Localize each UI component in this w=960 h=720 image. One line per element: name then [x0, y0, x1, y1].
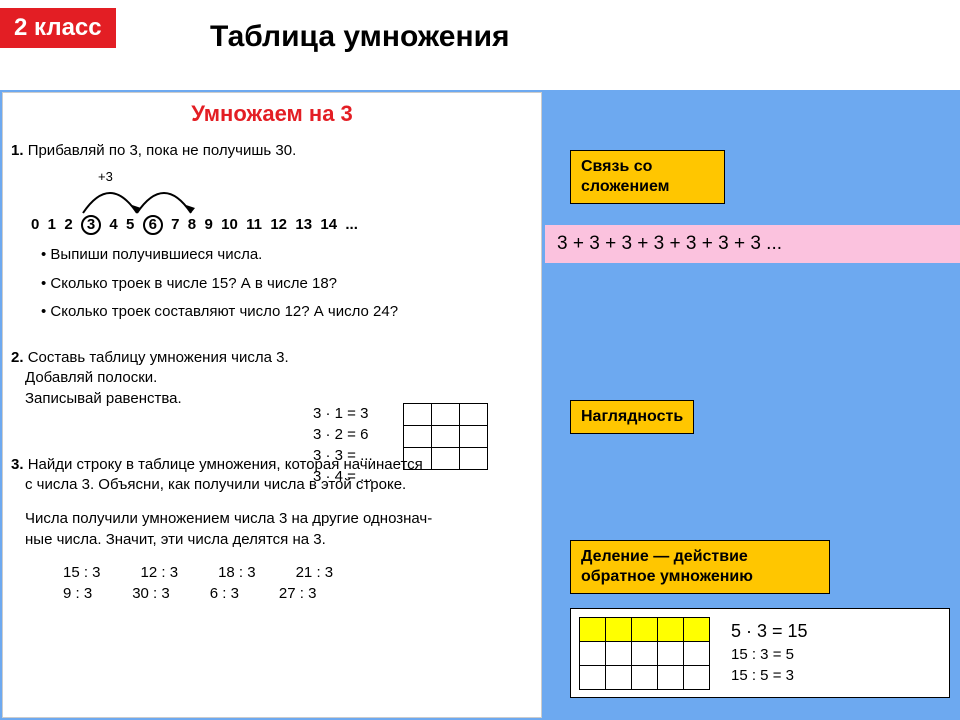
grade-badge: 2 класс	[0, 8, 116, 48]
task3-l4: ные числа. Значит, эти числа делятся на …	[25, 531, 326, 548]
fact-lines: 5 · 3 = 15 15 : 3 = 5 15 : 5 = 3	[731, 619, 808, 686]
bullet-2: Сколько троек в числе 15? А в числе 18?	[25, 274, 527, 294]
number-line: +3 0 1 2 3 4 5 6 7 8 9 10 11 12 13 14 ..…	[3, 169, 541, 239]
task2-l2: Добавляй полоски.	[25, 369, 157, 386]
lesson-heading: Умножаем на 3	[3, 93, 541, 127]
division-row-2: 9 : 3 30 : 3 6 : 3 27 : 3	[3, 585, 541, 602]
task2-number: 2.	[11, 349, 24, 366]
task1-number: 1.	[11, 142, 24, 159]
fact-family-box: 5 · 3 = 15 15 : 3 = 5 15 : 5 = 3	[570, 608, 950, 698]
callout-visual: Наглядность	[570, 400, 694, 434]
task3-number: 3.	[11, 456, 24, 473]
bullet-1: Выпиши получившиеся числа.	[25, 245, 527, 265]
callout-addition-link: Связь со сложением	[570, 150, 725, 204]
task2-l1: Составь таблицу умножения числа 3.	[28, 349, 289, 366]
division-row-1: 15 : 3 12 : 3 18 : 3 21 : 3	[3, 564, 541, 581]
task3-l3: Числа получили умножением числа 3 на дру…	[25, 510, 432, 527]
plus3-label: +3	[98, 169, 113, 184]
task2-l3: Записывай равенства.	[25, 390, 182, 407]
mult-table-3: 3 · 1 = 3 3 · 2 = 6 3 · 3 = ... 3 · 4 = …	[313, 403, 373, 487]
five-by-three-grid	[579, 617, 710, 690]
page-title: Таблица умножения	[210, 20, 510, 54]
strip-grid	[403, 403, 488, 470]
callout-division-inverse: Деление — действие обратное умножению	[570, 540, 830, 594]
addition-expression: 3 + 3 + 3 + 3 + 3 + 3 + 3 ...	[545, 225, 960, 263]
worksheet-panel: Умножаем на 3 1. Прибавляй по 3, пока не…	[2, 92, 542, 718]
bullet-3: Сколько троек составляют число 12? А чис…	[25, 302, 527, 322]
task1-text: Прибавляй по 3, пока не получишь 30.	[28, 142, 297, 159]
